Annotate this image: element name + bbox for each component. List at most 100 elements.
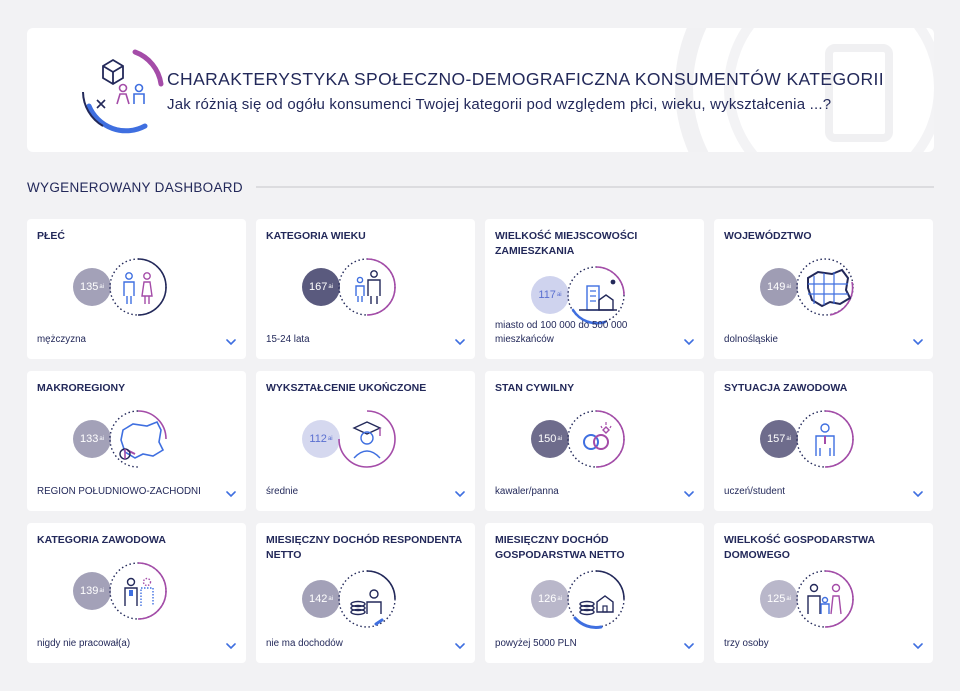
- chevron-down-icon[interactable]: [684, 643, 694, 650]
- index-value: 135: [79, 281, 99, 293]
- selected-value[interactable]: 15-24 lata: [266, 334, 310, 345]
- index-suffix: ai: [328, 284, 334, 290]
- family-icon: [796, 570, 854, 628]
- selected-value[interactable]: dolnośląskie: [724, 334, 778, 345]
- index-value: 133: [79, 433, 99, 445]
- index-value: 167: [308, 281, 328, 293]
- dashboard-card[interactable]: SYTUACJA ZAWODOWA 157 ai uczeń/student: [714, 371, 933, 511]
- dashboard-card[interactable]: WYKSZTAŁCENIE UKOŃCZONE 112 ai średnie: [256, 371, 475, 511]
- index-badge: 117 ai: [531, 276, 569, 314]
- index-suffix: ai: [786, 596, 792, 602]
- dashboard-card[interactable]: WIELKOŚĆ MIEJSCOWOŚCI ZAMIESZKANIA 117 ai …: [485, 219, 704, 359]
- chevron-down-icon[interactable]: [913, 491, 923, 498]
- voivodeship-map-icon: [796, 258, 854, 316]
- chevron-down-icon[interactable]: [226, 643, 236, 650]
- rings-icon: [567, 410, 625, 468]
- header-banner: CHARAKTERYSTYKA SPOŁECZNO-DEMOGRAFICZNA …: [27, 28, 934, 152]
- dashboard-card[interactable]: KATEGORIA WIEKU 167 ai 15-24 lata: [256, 219, 475, 359]
- index-badge: 167 ai: [302, 268, 340, 306]
- index-value: 157: [766, 433, 786, 445]
- index-value: 142: [308, 593, 328, 605]
- city-buildings-icon: [567, 266, 625, 325]
- index-suffix: ai: [556, 292, 562, 298]
- card-title: MIESIĘCZNY DOCHÓD GOSPODARSTWA NETTO: [495, 534, 625, 561]
- index-badge: 135 ai: [73, 268, 111, 306]
- chevron-down-icon[interactable]: [913, 339, 923, 346]
- dashboard-card[interactable]: KATEGORIA ZAWODOWA 139 ai nigdy nie pracow…: [27, 523, 246, 663]
- dashboard-card[interactable]: PŁEĆ 135 ai mężczyzna: [27, 219, 246, 359]
- index-value: 139: [79, 585, 99, 597]
- index-badge: 157 ai: [760, 420, 798, 458]
- student-icon: [796, 410, 854, 468]
- index-suffix: ai: [99, 436, 105, 442]
- selected-value[interactable]: nigdy nie pracował(a): [37, 638, 131, 649]
- dashboard-card[interactable]: MIESIĘCZNY DOCHÓD GOSPODARSTWA NETTO 126 a…: [485, 523, 704, 663]
- index-badge: 126 ai: [531, 580, 569, 618]
- income-coins-icon: [338, 570, 396, 628]
- card-title: SYTUACJA ZAWODOWA: [724, 382, 848, 394]
- index-suffix: ai: [328, 596, 334, 602]
- selected-value[interactable]: nie ma dochodów: [266, 638, 343, 649]
- chevron-down-icon[interactable]: [913, 643, 923, 650]
- selected-value[interactable]: mężczyzna: [37, 334, 86, 345]
- poland-map-icon: [109, 410, 167, 468]
- card-title: WIELKOŚĆ MIEJSCOWOŚCI ZAMIESZKANIA: [495, 230, 638, 257]
- dashboard-card[interactable]: WOJEWÓDZTWO 149 ai dolnośląskie: [714, 219, 933, 359]
- selected-value[interactable]: miasto od 100 000 do 500 000 mieszkańców: [495, 320, 628, 345]
- card-title: MAKROREGIONY: [37, 382, 126, 394]
- chevron-down-icon[interactable]: [226, 339, 236, 346]
- dashboard-card[interactable]: MAKROREGIONY 133 ai REGION POŁUDNIOWO-ZACH…: [27, 371, 246, 511]
- dashboard-card[interactable]: WIELKOŚĆ GOSPODARSTWA DOMOWEGO 125 ai trzy…: [714, 523, 933, 663]
- index-value: 125: [766, 593, 786, 605]
- chevron-down-icon[interactable]: [684, 339, 694, 346]
- index-badge: 142 ai: [302, 580, 340, 618]
- category-consumers-logo-icon: [82, 49, 164, 134]
- index-badge: 112 ai: [302, 420, 340, 458]
- profession-icon: [109, 562, 167, 620]
- index-suffix: ai: [557, 436, 563, 442]
- page-title: CHARAKTERYSTYKA SPOŁECZNO-DEMOGRAFICZNA …: [167, 69, 885, 89]
- index-value: 149: [766, 281, 786, 293]
- card-title: KATEGORIA ZAWODOWA: [37, 534, 166, 546]
- index-badge: 139 ai: [73, 572, 111, 610]
- household-income-icon: [567, 570, 625, 629]
- selected-value[interactable]: trzy osoby: [724, 638, 769, 649]
- index-badge: 150 ai: [531, 420, 569, 458]
- chevron-down-icon[interactable]: [455, 643, 465, 650]
- index-value: 117: [538, 289, 556, 301]
- card-title: MIESIĘCZNY DOCHÓD RESPONDENTA NETTO: [266, 534, 462, 561]
- card-title: WYKSZTAŁCENIE UKOŃCZONE: [266, 382, 427, 394]
- chevron-down-icon[interactable]: [684, 491, 694, 498]
- card-title: WOJEWÓDZTWO: [724, 230, 812, 242]
- card-title: WIELKOŚĆ GOSPODARSTWA DOMOWEGO: [724, 534, 875, 561]
- card-title: KATEGORIA WIEKU: [266, 230, 366, 242]
- chevron-down-icon[interactable]: [455, 339, 465, 346]
- graduate-icon: [338, 410, 396, 468]
- dashboard-card[interactable]: STAN CYWILNY 150 ai kawaler/panna: [485, 371, 704, 511]
- dashboard-card[interactable]: MIESIĘCZNY DOCHÓD RESPONDENTA NETTO 142 ai…: [256, 523, 475, 663]
- chevron-down-icon[interactable]: [455, 491, 465, 498]
- index-value: 126: [537, 593, 557, 605]
- gender-icon: [109, 258, 167, 316]
- index-suffix: ai: [786, 284, 792, 290]
- section-divider: [256, 186, 934, 188]
- index-value: 150: [537, 433, 557, 445]
- section-title: WYGENEROWANY DASHBOARD: [27, 180, 243, 195]
- card-title: PŁEĆ: [37, 230, 66, 242]
- index-suffix: ai: [327, 436, 333, 442]
- watermark-graphic: [675, 28, 934, 152]
- selected-value[interactable]: powyżej 5000 PLN: [495, 638, 577, 649]
- selected-value[interactable]: uczeń/student: [724, 486, 786, 497]
- index-suffix: ai: [99, 284, 105, 290]
- selected-value[interactable]: kawaler/panna: [495, 486, 559, 497]
- index-suffix: ai: [99, 588, 105, 594]
- card-title: STAN CYWILNY: [495, 382, 575, 394]
- index-value: 112: [309, 433, 327, 445]
- selected-value[interactable]: REGION POŁUDNIOWO-ZACHODNI: [37, 486, 201, 497]
- selected-value[interactable]: średnie: [266, 486, 299, 497]
- index-suffix: ai: [557, 596, 563, 602]
- index-suffix: ai: [786, 436, 792, 442]
- index-badge: 133 ai: [73, 420, 111, 458]
- index-badge: 125 ai: [760, 580, 798, 618]
- chevron-down-icon[interactable]: [226, 491, 236, 498]
